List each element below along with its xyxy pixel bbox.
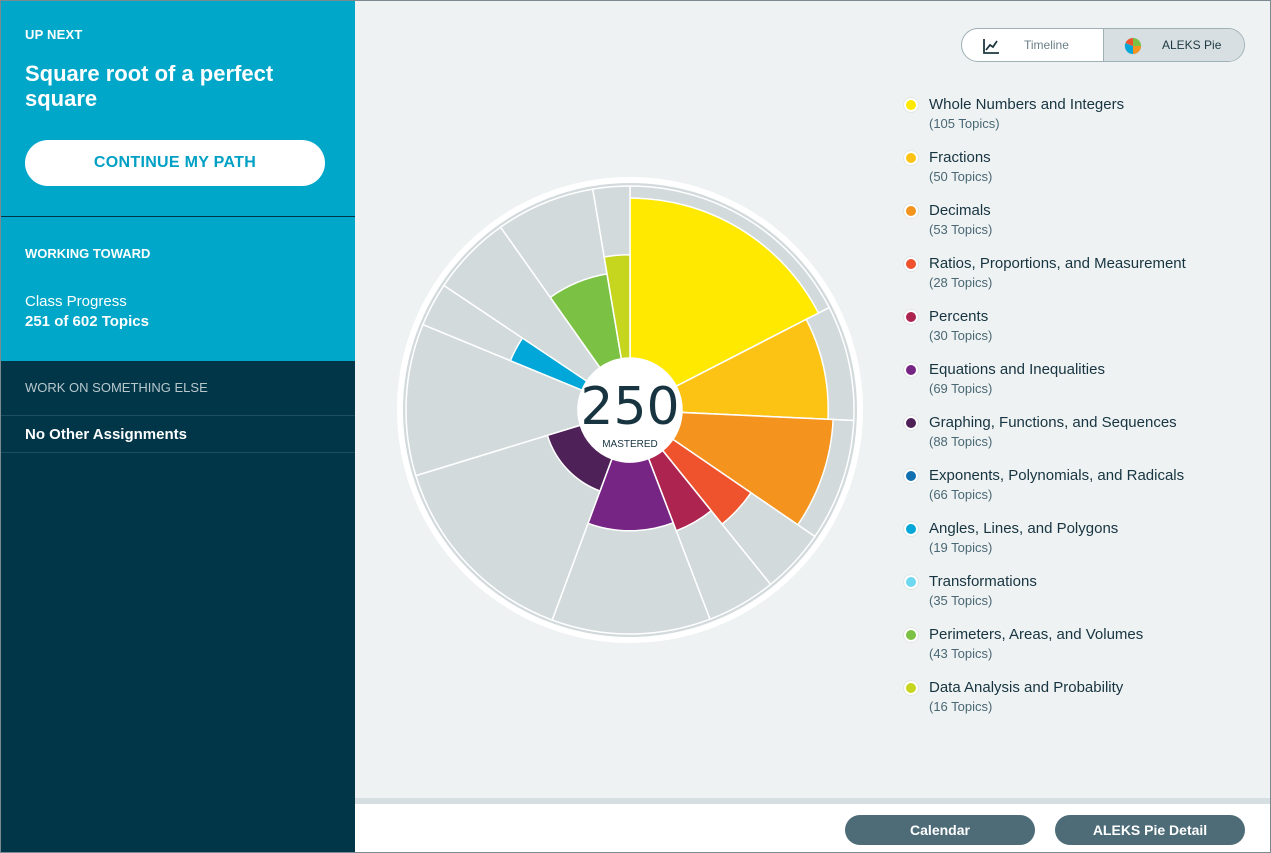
mastered-count: 250 [580,377,679,437]
aleks-pie-chart: 250 MASTERED [397,177,863,643]
legend-color-dot [904,151,918,165]
legend-item[interactable]: Exponents, Polynomials, and Radicals (66 … [902,467,1242,517]
legend-item[interactable]: Perimeters, Areas, and Volumes (43 Topics… [902,626,1242,676]
sidebar: UP NEXT Square root of a perfect square … [0,0,355,853]
legend-item[interactable]: Angles, Lines, and Polygons (19 Topics) [902,520,1242,570]
legend-item-count: (88 Topics) [929,434,993,449]
legend-item[interactable]: Equations and Inequalities (69 Topics) [902,361,1242,411]
legend-item[interactable]: Ratios, Proportions, and Measurement (28 … [902,255,1242,305]
no-other-assignments-item: No Other Assignments [0,416,355,453]
working-toward-label: WORKING TOWARD [25,246,151,261]
legend-color-dot [904,522,918,536]
legend-item-count: (30 Topics) [929,328,993,343]
legend-item-name: Angles, Lines, and Polygons [929,520,1119,537]
legend-color-dot [904,575,918,589]
legend-item-count: (19 Topics) [929,540,993,555]
legend-item-count: (16 Topics) [929,699,993,714]
legend-item-name: Data Analysis and Probability [929,679,1124,696]
legend-item-count: (53 Topics) [929,222,993,237]
line-chart-icon [983,39,999,54]
working-toward-panel: WORKING TOWARD Class Progress 251 of 602… [0,217,355,361]
timeline-tab-label: Timeline [1024,38,1069,52]
legend-item-name: Exponents, Polynomials, and Radicals [929,467,1185,484]
calendar-button[interactable]: Calendar [845,815,1035,845]
legend-item-name: Transformations [929,573,1037,590]
aleks-pie-tab-label: ALEKS Pie [1162,38,1222,52]
legend-color-dot [904,204,918,218]
legend-item-count: (50 Topics) [929,169,993,184]
legend-item[interactable]: Percents (30 Topics) [902,308,1242,358]
legend-color-dot [904,469,918,483]
view-toggle: Timeline ALEKS Pie [961,28,1245,62]
class-progress-value: 251 of 602 Topics [25,313,149,330]
legend-item-count: (69 Topics) [929,381,993,396]
pie-slice-mastered[interactable] [629,197,820,388]
aleks-pie-detail-button[interactable]: ALEKS Pie Detail [1055,815,1245,845]
legend-color-dot [904,98,918,112]
pie-chart-icon [1124,37,1142,55]
no-other-assignments-label: No Other Assignments [25,426,187,443]
legend-color-dot [904,257,918,271]
work-on-something-else-label: WORK ON SOMETHING ELSE [25,380,208,395]
legend-item-name: Percents [929,308,989,325]
legend-item-count: (28 Topics) [929,275,993,290]
legend-color-dot [904,416,918,430]
legend-item[interactable]: Transformations (35 Topics) [902,573,1242,623]
legend-item-count: (35 Topics) [929,593,993,608]
legend-item-name: Decimals [929,202,991,219]
work-on-something-else-header: WORK ON SOMETHING ELSE [0,361,355,416]
class-progress-label: Class Progress [25,293,127,310]
legend-item[interactable]: Data Analysis and Probability (16 Topics) [902,679,1242,729]
legend-item[interactable]: Fractions (50 Topics) [902,149,1242,199]
legend-item-name: Fractions [929,149,991,166]
mastered-label: MASTERED [602,439,658,450]
pie-center-disc [578,358,682,462]
legend-item-count: (43 Topics) [929,646,993,661]
legend-item-name: Graphing, Functions, and Sequences [929,414,1177,431]
legend-item-name: Ratios, Proportions, and Measurement [929,255,1186,272]
aleks-pie-tab[interactable]: ALEKS Pie [1103,29,1244,61]
up-next-title: Square root of a perfect square [25,61,274,111]
legend-color-dot [904,681,918,695]
legend-item-count: (105 Topics) [929,116,1000,131]
legend-item[interactable]: Graphing, Functions, and Sequences (88 To… [902,414,1242,464]
up-next-panel: UP NEXT Square root of a perfect square … [0,0,355,216]
legend-item-name: Perimeters, Areas, and Volumes [929,626,1144,643]
continue-my-path-button[interactable]: CONTINUE MY PATH [25,140,325,186]
timeline-tab[interactable]: Timeline [962,29,1103,61]
legend-color-dot [904,310,918,324]
legend-item-count: (66 Topics) [929,487,993,502]
legend-item-name: Whole Numbers and Integers [929,96,1125,113]
legend-item[interactable]: Whole Numbers and Integers (105 Topics) [902,96,1242,146]
legend-color-dot [904,363,918,377]
legend-item-name: Equations and Inequalities [929,361,1105,378]
up-next-label: UP NEXT [25,27,83,42]
legend-color-dot [904,628,918,642]
footer-bar: Calendar ALEKS Pie Detail [355,798,1271,853]
legend-item[interactable]: Decimals (53 Topics) [902,202,1242,252]
